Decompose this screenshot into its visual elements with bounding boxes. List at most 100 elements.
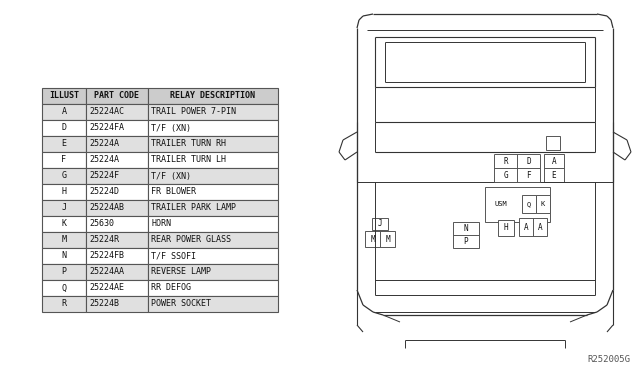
Text: N: N xyxy=(61,251,67,260)
Bar xyxy=(42,136,86,152)
Bar xyxy=(86,136,148,152)
Text: 25224F: 25224F xyxy=(89,171,119,180)
Text: M: M xyxy=(61,235,67,244)
Text: A: A xyxy=(524,222,528,231)
Text: TRAILER TURN RH: TRAILER TURN RH xyxy=(151,140,226,148)
Text: T/F (XN): T/F (XN) xyxy=(151,171,191,180)
Bar xyxy=(148,280,278,296)
Bar xyxy=(86,168,148,184)
Bar xyxy=(148,168,278,184)
Text: M: M xyxy=(370,234,375,244)
Text: R: R xyxy=(61,299,67,308)
Text: RR DEFOG: RR DEFOG xyxy=(151,283,191,292)
Text: A: A xyxy=(538,222,542,231)
Text: K: K xyxy=(541,201,545,207)
Text: REVERSE LAMP: REVERSE LAMP xyxy=(151,267,211,276)
Bar xyxy=(42,152,86,168)
Text: E: E xyxy=(61,140,67,148)
Bar xyxy=(42,264,86,280)
Text: A: A xyxy=(61,108,67,116)
Text: FR BLOWER: FR BLOWER xyxy=(151,187,196,196)
Text: USM: USM xyxy=(495,202,508,208)
Text: 25224AB: 25224AB xyxy=(89,203,124,212)
Bar xyxy=(86,104,148,120)
Text: 25224FA: 25224FA xyxy=(89,124,124,132)
Bar xyxy=(86,200,148,216)
Bar xyxy=(148,264,278,280)
Bar xyxy=(42,216,86,232)
Text: ILLUST: ILLUST xyxy=(49,92,79,100)
Bar xyxy=(42,280,86,296)
Bar xyxy=(86,88,148,104)
Text: 25224R: 25224R xyxy=(89,235,119,244)
Bar xyxy=(546,136,560,150)
Text: 25224AE: 25224AE xyxy=(89,283,124,292)
Text: HORN: HORN xyxy=(151,219,171,228)
Text: Q: Q xyxy=(61,283,67,292)
Text: R: R xyxy=(503,157,508,166)
Bar xyxy=(86,264,148,280)
Text: TRAILER PARK LAMP: TRAILER PARK LAMP xyxy=(151,203,236,212)
Bar xyxy=(86,280,148,296)
Bar xyxy=(365,231,395,247)
Bar xyxy=(42,296,86,312)
Bar xyxy=(148,248,278,264)
Text: G: G xyxy=(503,170,508,180)
Bar xyxy=(148,200,278,216)
Text: G: G xyxy=(61,171,67,180)
Bar xyxy=(86,296,148,312)
Bar xyxy=(86,184,148,200)
Bar xyxy=(148,104,278,120)
Bar xyxy=(148,184,278,200)
Bar xyxy=(522,195,536,213)
Text: RELAY DESCRIPTION: RELAY DESCRIPTION xyxy=(170,92,255,100)
Text: J: J xyxy=(378,219,382,228)
Text: POWER SOCKET: POWER SOCKET xyxy=(151,299,211,308)
Bar xyxy=(42,120,86,136)
Bar xyxy=(86,120,148,136)
Bar xyxy=(148,88,278,104)
Text: 25224D: 25224D xyxy=(89,187,119,196)
Bar xyxy=(498,220,514,236)
Bar xyxy=(42,104,86,120)
Bar xyxy=(536,195,550,213)
Text: T/F (XN): T/F (XN) xyxy=(151,124,191,132)
Text: P: P xyxy=(464,237,468,246)
Bar xyxy=(148,232,278,248)
Bar xyxy=(42,168,86,184)
Text: Q: Q xyxy=(527,201,531,207)
Bar xyxy=(148,216,278,232)
Text: D: D xyxy=(61,124,67,132)
Text: REAR POWER GLASS: REAR POWER GLASS xyxy=(151,235,231,244)
Bar xyxy=(86,248,148,264)
Text: F: F xyxy=(61,155,67,164)
Bar xyxy=(42,200,86,216)
Bar xyxy=(544,154,564,182)
Bar xyxy=(453,222,479,248)
Text: 25224A: 25224A xyxy=(89,155,119,164)
Text: 25630: 25630 xyxy=(89,219,114,228)
Bar xyxy=(86,232,148,248)
Bar xyxy=(42,88,86,104)
Text: 25224AC: 25224AC xyxy=(89,108,124,116)
Text: M: M xyxy=(385,234,390,244)
Bar xyxy=(148,296,278,312)
Text: P: P xyxy=(61,267,67,276)
Text: TRAIL POWER 7-PIN: TRAIL POWER 7-PIN xyxy=(151,108,236,116)
Text: 25224A: 25224A xyxy=(89,140,119,148)
Text: 25224AA: 25224AA xyxy=(89,267,124,276)
Text: PART CODE: PART CODE xyxy=(95,92,140,100)
Text: D: D xyxy=(526,157,531,166)
Text: 25224FB: 25224FB xyxy=(89,251,124,260)
Text: R252005G: R252005G xyxy=(587,355,630,364)
Bar xyxy=(148,120,278,136)
Text: K: K xyxy=(61,219,67,228)
Text: 25224B: 25224B xyxy=(89,299,119,308)
Text: TRAILER TURN LH: TRAILER TURN LH xyxy=(151,155,226,164)
Bar xyxy=(148,152,278,168)
Bar xyxy=(485,187,550,222)
Text: A: A xyxy=(552,157,556,166)
Bar xyxy=(148,136,278,152)
Bar xyxy=(519,218,547,236)
Bar xyxy=(42,232,86,248)
